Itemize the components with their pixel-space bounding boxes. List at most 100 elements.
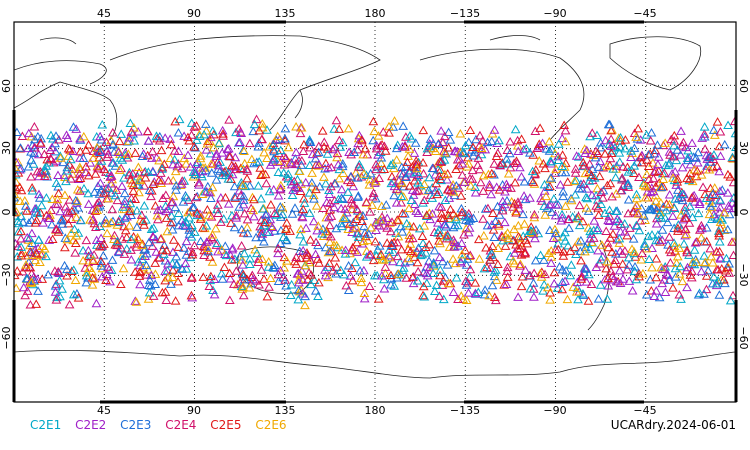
observation-marker [687,138,697,147]
observation-marker [457,207,467,217]
observation-marker [51,295,62,304]
observation-marker [432,218,443,227]
observation-marker [293,294,304,304]
observation-marker [261,178,272,188]
observation-marker [297,275,308,284]
observation-marker [461,276,471,285]
observation-marker [191,135,202,144]
observation-marker [239,248,250,258]
observation-marker [706,214,717,224]
observation-marker [626,146,636,155]
observation-marker [191,159,202,168]
observation-marker [121,232,132,242]
observation-marker [451,272,462,282]
observation-marker [607,191,617,201]
observation-marker [33,149,44,159]
observation-marker [596,254,606,264]
observation-marker [573,211,584,221]
observation-marker [265,273,276,283]
observation-marker [94,147,105,157]
observation-marker [409,169,419,178]
observation-marker [429,286,440,296]
observation-marker [392,251,403,261]
observation-marker [678,214,689,224]
observation-marker [203,243,213,253]
observation-marker [403,253,414,263]
observation-marker [405,246,416,255]
observation-marker [317,126,328,135]
observation-marker [610,255,621,265]
observation-marker [194,180,204,189]
observation-marker [394,185,404,195]
observation-marker [697,223,707,233]
observation-marker [231,213,242,222]
observation-marker [318,224,328,233]
observation-marker [280,153,291,162]
observation-marker [682,247,692,257]
observation-marker [600,149,610,158]
observation-marker [102,228,113,238]
observation-marker [305,137,316,146]
observation-marker [463,288,474,297]
observation-marker [654,292,665,302]
observation-marker [551,199,561,209]
observation-marker [711,246,722,256]
observation-marker [370,236,381,246]
observation-marker [234,138,244,147]
observation-marker [532,143,543,152]
observation-marker [577,271,587,281]
observation-marker [558,191,569,201]
observation-marker [418,238,428,247]
observation-marker [119,188,130,198]
observation-marker [144,237,154,247]
observation-marker [167,224,178,234]
observation-marker [585,233,596,243]
observation-marker [176,179,187,188]
observation-marker [36,200,47,210]
observation-marker [413,185,424,195]
observation-marker [32,208,43,217]
observation-marker [549,267,560,277]
observation-marker [708,154,719,164]
observation-marker [185,162,196,171]
observation-marker [554,261,565,271]
observation-marker [518,231,529,240]
observation-marker [68,289,79,299]
observation-marker [300,260,311,270]
observation-marker [479,263,490,273]
observation-marker [122,211,132,221]
observation-marker [709,150,719,159]
observation-marker [330,252,341,262]
observation-marker [70,248,81,257]
observation-marker [688,152,699,161]
observation-marker [91,298,102,308]
observation-marker [324,258,335,267]
observation-marker [148,179,159,189]
observation-marker [602,238,613,247]
observation-marker [368,255,379,265]
observation-marker [454,160,464,170]
observation-marker [371,143,382,153]
observation-marker [14,241,24,251]
observation-marker [195,153,206,163]
observation-marker [615,132,626,142]
observation-marker [346,149,357,159]
observation-marker [672,251,683,261]
observation-marker [510,124,521,134]
observation-marker [607,271,618,280]
observation-marker [140,173,151,182]
observation-marker [346,177,356,187]
observation-marker [448,287,459,297]
observation-marker [655,237,665,246]
observation-marker [47,219,57,229]
observation-marker [682,245,692,255]
observation-marker [251,232,261,242]
observation-marker [212,204,222,214]
observation-marker [319,172,329,181]
observation-marker [448,208,459,218]
observation-marker [540,163,550,173]
observation-marker [453,220,463,230]
observation-marker [197,189,208,198]
observation-marker [647,230,657,239]
observation-marker [627,285,638,295]
